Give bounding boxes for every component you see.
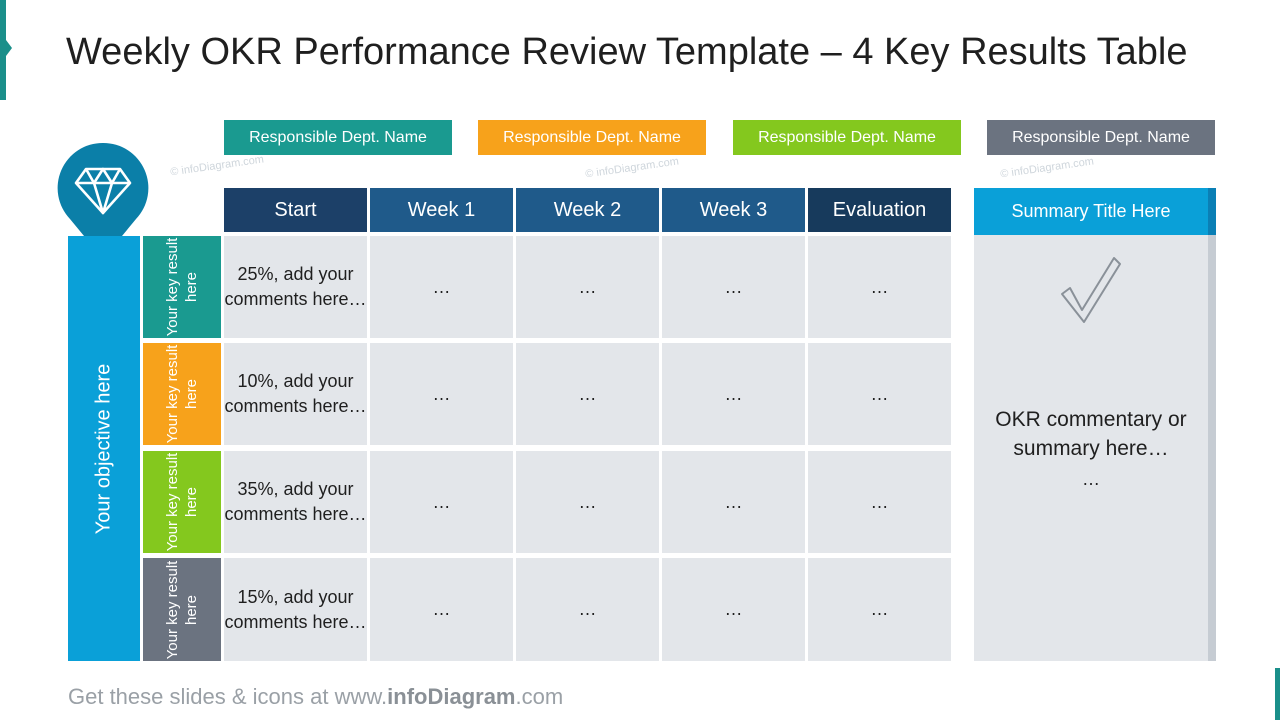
table-cell-evaluation: … xyxy=(808,558,951,661)
diamond-icon xyxy=(74,167,132,215)
column-header-evaluation: Evaluation xyxy=(808,188,951,232)
watermark: © infoDiagram.com xyxy=(584,155,680,181)
right-accent-bar xyxy=(1275,668,1280,720)
table-cell-week3: … xyxy=(662,558,805,661)
table-cell-week2: … xyxy=(516,558,659,661)
objective-bar: Your objective here xyxy=(68,236,140,661)
summary-panel xyxy=(974,235,1208,661)
summary-panel-edge xyxy=(1208,235,1216,661)
table-cell-week3: … xyxy=(662,343,805,445)
table-cell-start: 35%, add your comments here… xyxy=(224,451,367,553)
page-title: Weekly OKR Performance Review Template –… xyxy=(66,31,1188,73)
table-cell-start: 15%, add your comments here… xyxy=(224,558,367,661)
column-header-week2: Week 2 xyxy=(516,188,659,232)
table-cell-week1: … xyxy=(370,558,513,661)
summary-title: Summary Title Here xyxy=(974,188,1208,235)
dept-label-4: Responsible Dept. Name xyxy=(987,120,1215,155)
key-result-2: Your key result here xyxy=(143,343,221,445)
table-cell-start: 10%, add your comments here… xyxy=(224,343,367,445)
table-cell-week2: … xyxy=(516,451,659,553)
table-cell-week2: … xyxy=(516,343,659,445)
summary-dots: … xyxy=(1082,469,1100,489)
key-result-label: Your key result here xyxy=(164,344,200,444)
dept-label-2: Responsible Dept. Name xyxy=(478,120,706,155)
footer-prefix: Get these slides & icons at www. xyxy=(68,684,388,709)
table-cell-week3: … xyxy=(662,451,805,553)
footer-suffix: .com xyxy=(515,684,564,709)
table-cell-start: 25%, add your comments here… xyxy=(224,236,367,338)
table-cell-week1: … xyxy=(370,236,513,338)
table-cell-week3: … xyxy=(662,236,805,338)
key-result-label: Your key result here xyxy=(164,560,200,659)
objective-label: Your objective here xyxy=(92,363,115,534)
checkmark-icon xyxy=(1061,257,1121,323)
table-cell-week1: … xyxy=(370,451,513,553)
watermark: © infoDiagram.com xyxy=(999,155,1095,181)
column-header-start: Start xyxy=(224,188,367,232)
watermark: © infoDiagram.com xyxy=(169,153,265,179)
key-result-4: Your key result here xyxy=(143,558,221,661)
column-header-week3: Week 3 xyxy=(662,188,805,232)
table-cell-evaluation: … xyxy=(808,236,951,338)
column-header-week1: Week 1 xyxy=(370,188,513,232)
footer-brand: infoDiagram xyxy=(387,684,516,709)
dept-label-3: Responsible Dept. Name xyxy=(733,120,961,155)
key-result-3: Your key result here xyxy=(143,451,221,553)
left-accent-bar xyxy=(0,0,12,100)
table-cell-evaluation: … xyxy=(808,343,951,445)
summary-title-edge xyxy=(1208,188,1216,235)
footer-text: Get these slides & icons at www.infoDiag… xyxy=(68,684,563,710)
dept-label-1: Responsible Dept. Name xyxy=(224,120,452,155)
summary-text: OKR commentary or summary here… xyxy=(995,408,1187,460)
table-cell-week1: … xyxy=(370,343,513,445)
objective-pin xyxy=(57,142,149,259)
key-result-label: Your key result here xyxy=(164,237,200,337)
key-result-1: Your key result here xyxy=(143,236,221,338)
table-cell-evaluation: … xyxy=(808,451,951,553)
key-result-label: Your key result here xyxy=(164,452,200,552)
table-cell-week2: … xyxy=(516,236,659,338)
